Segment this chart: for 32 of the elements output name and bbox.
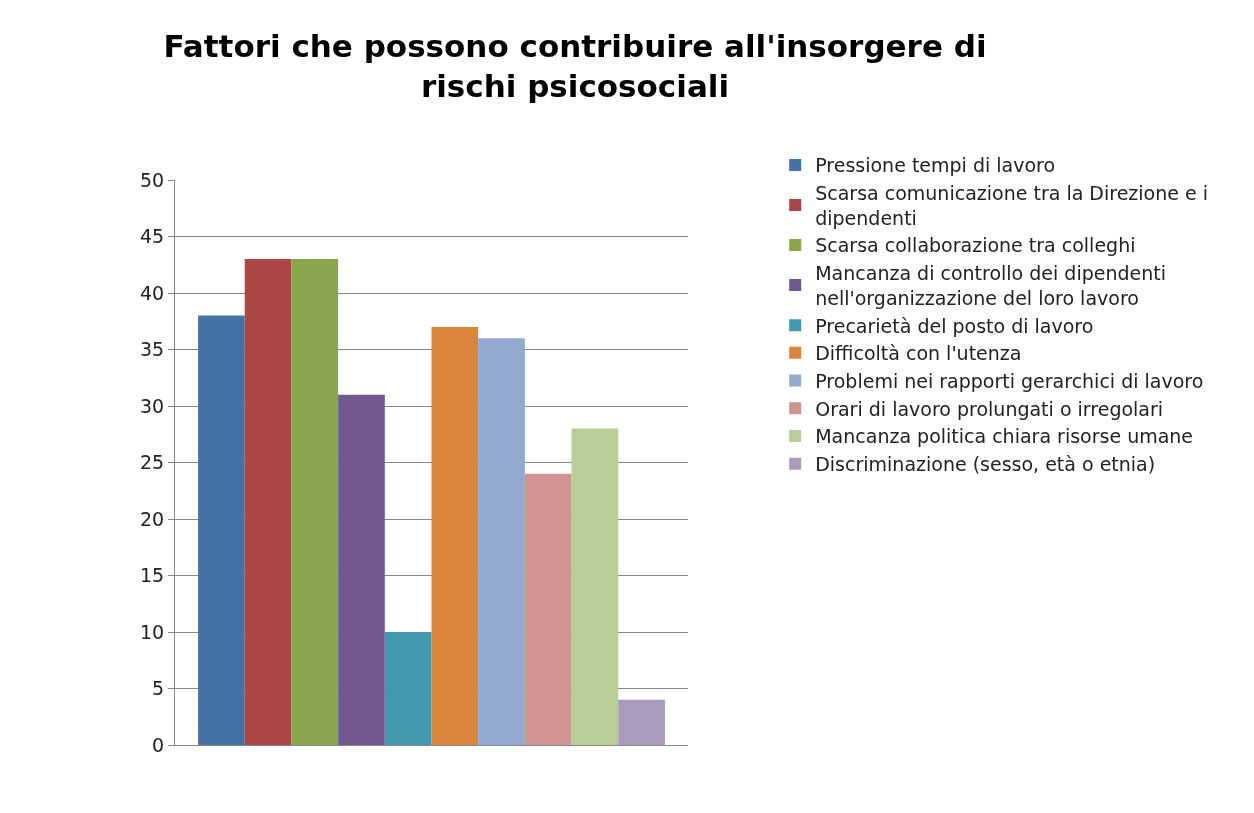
y-tick-label: 35 <box>140 338 165 361</box>
bar <box>384 632 432 745</box>
bar <box>338 394 385 745</box>
legend-label: Discriminazione (sesso, età o etnia) <box>815 453 1156 476</box>
legend-label: Problemi nei rapporti gerarchici di lavoro <box>815 369 1204 392</box>
bar <box>571 428 619 745</box>
y-tick-label: 30 <box>140 394 165 417</box>
y-tick-label: 50 <box>140 168 165 191</box>
y-tick-label: 5 <box>152 677 165 700</box>
bar <box>618 699 665 745</box>
legend-label: Orari di lavoro prolungati o irregolari <box>815 397 1164 420</box>
y-tick-label: 45 <box>140 225 165 248</box>
y-tick-label: 0 <box>152 733 165 756</box>
legend-label: Difficoltà con l'utenza <box>815 342 1022 365</box>
y-tick-label: 15 <box>140 564 165 587</box>
legend-label: Pressione tempi di lavoro <box>815 154 1056 177</box>
bar <box>431 326 479 745</box>
y-tick-label: 40 <box>140 281 165 304</box>
bar <box>524 473 572 745</box>
legend-label: Scarsa comunicazione tra la Direzione e i dipendenti <box>815 182 1208 229</box>
bar <box>244 259 292 745</box>
legend-label: Scarsa collaborazione tra colleghi <box>815 234 1136 257</box>
bar <box>198 315 245 745</box>
legend-label: Mancanza politica chiara risorse umane <box>815 425 1194 448</box>
y-tick-label: 10 <box>140 620 165 643</box>
bar <box>478 338 525 745</box>
bar <box>291 259 339 745</box>
y-tick-label: 20 <box>140 507 165 530</box>
y-tick-label: 25 <box>140 451 165 474</box>
legend-label: Precarietà del posto di lavoro <box>815 314 1094 337</box>
legend-label: Mancanza di controllo dei dipendenti nell'organizzazione del loro lavoro <box>815 262 1166 309</box>
chart-title: Fattori che possono contribuire all'insorgere di rischi psicosociali <box>163 27 987 105</box>
